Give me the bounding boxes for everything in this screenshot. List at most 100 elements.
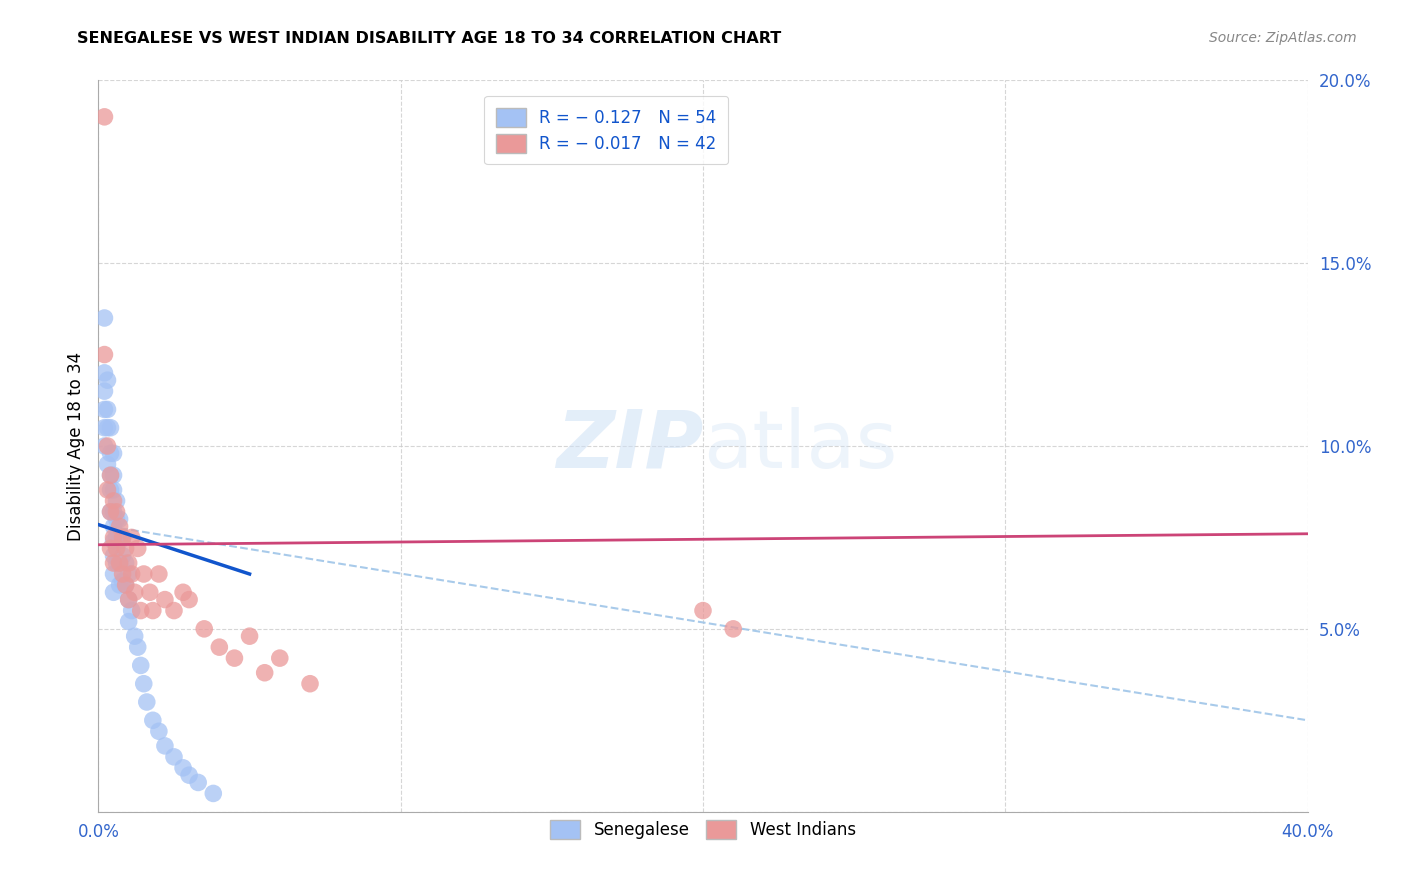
Point [103, 585, 125, 599]
Point [103, 468, 125, 483]
Point [93, 366, 115, 380]
Point [108, 556, 131, 570]
Point [103, 556, 125, 570]
Point [108, 578, 131, 592]
Point [124, 585, 146, 599]
Point [93, 402, 115, 417]
Point [139, 585, 162, 599]
Point [105, 556, 128, 570]
Point [114, 556, 136, 570]
Point [100, 483, 122, 497]
Point [142, 603, 165, 617]
Point [114, 578, 136, 592]
Text: ZIP: ZIP [555, 407, 703, 485]
Point [135, 695, 157, 709]
Point [121, 603, 143, 617]
Point [163, 603, 186, 617]
Point [172, 761, 194, 775]
Point [103, 530, 125, 544]
Point [100, 421, 122, 435]
Point [103, 534, 125, 549]
Point [93, 439, 115, 453]
Point [105, 530, 128, 544]
Point [193, 622, 215, 636]
Point [269, 651, 291, 665]
Point [103, 567, 125, 582]
Point [96, 483, 118, 497]
Point [132, 676, 155, 690]
Point [103, 446, 125, 460]
Point [93, 310, 115, 325]
Point [105, 541, 128, 556]
Text: atlas: atlas [703, 407, 897, 485]
Point [103, 519, 125, 533]
Point [96, 402, 118, 417]
Point [100, 468, 122, 483]
Point [103, 549, 125, 563]
Point [299, 676, 322, 690]
Point [93, 384, 115, 398]
Point [118, 567, 141, 582]
Point [118, 556, 141, 570]
Point [111, 567, 134, 582]
Point [108, 519, 131, 533]
Point [108, 556, 131, 570]
Point [202, 787, 225, 801]
Text: SENEGALESE VS WEST INDIAN DISABILITY AGE 18 TO 34 CORRELATION CHART: SENEGALESE VS WEST INDIAN DISABILITY AGE… [77, 31, 782, 46]
Text: Source: ZipAtlas.com: Source: ZipAtlas.com [1209, 31, 1357, 45]
Point [153, 739, 176, 753]
Point [103, 505, 125, 519]
Point [148, 724, 170, 739]
Point [253, 665, 276, 680]
Point [148, 567, 170, 582]
Point [208, 640, 231, 655]
Point [93, 421, 115, 435]
Point [100, 505, 122, 519]
Point [153, 592, 176, 607]
Point [100, 541, 122, 556]
Point [96, 457, 118, 471]
Point [142, 714, 165, 728]
Point [118, 592, 141, 607]
Point [108, 512, 131, 526]
Y-axis label: Disability Age 18 to 34: Disability Age 18 to 34 [66, 351, 84, 541]
Point [96, 421, 118, 435]
Legend: Senegalese, West Indians: Senegalese, West Indians [541, 812, 865, 847]
Point [103, 494, 125, 508]
Point [224, 651, 246, 665]
Point [93, 347, 115, 362]
Point [132, 567, 155, 582]
Point [105, 494, 128, 508]
Point [692, 603, 714, 617]
Point [179, 592, 201, 607]
Point [723, 622, 745, 636]
Point [129, 658, 152, 673]
Point [114, 578, 136, 592]
Point [96, 439, 118, 453]
Point [172, 585, 194, 599]
Point [129, 603, 152, 617]
Point [103, 483, 125, 497]
Point [118, 615, 141, 629]
Point [111, 574, 134, 589]
Point [93, 110, 115, 124]
Point [96, 373, 118, 387]
Point [100, 446, 122, 460]
Point [118, 592, 141, 607]
Point [121, 567, 143, 582]
Point [105, 505, 128, 519]
Point [179, 768, 201, 782]
Point [127, 541, 149, 556]
Point [121, 530, 143, 544]
Point [100, 468, 122, 483]
Point [187, 775, 209, 789]
Point [111, 530, 134, 544]
Point [111, 530, 134, 544]
Point [127, 640, 149, 655]
Point [163, 749, 186, 764]
Point [100, 505, 122, 519]
Point [105, 512, 128, 526]
Point [114, 541, 136, 556]
Point [124, 629, 146, 643]
Point [111, 549, 134, 563]
